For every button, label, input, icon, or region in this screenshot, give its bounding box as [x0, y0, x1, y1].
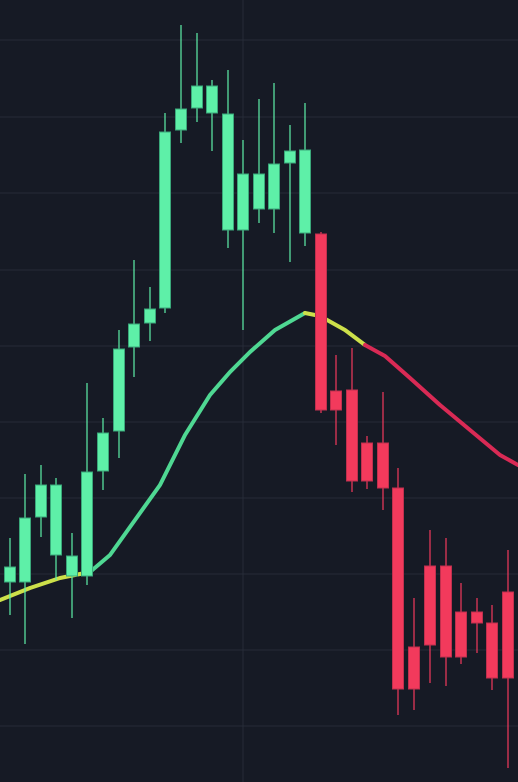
candle-body	[361, 442, 373, 482]
candle-body	[128, 323, 140, 348]
candle-body	[408, 646, 420, 690]
candle-body	[159, 131, 171, 309]
candle-body	[35, 484, 47, 518]
candle-body	[19, 517, 31, 583]
candle-body	[268, 163, 280, 210]
candle-body	[206, 85, 218, 114]
candle-body	[97, 432, 109, 472]
candle-body	[66, 555, 78, 577]
candle-body	[191, 85, 203, 109]
candle-body	[455, 611, 467, 658]
moving-average-line	[303, 311, 367, 347]
candle-body	[424, 565, 436, 646]
candle-body	[471, 611, 483, 624]
candle-body	[237, 173, 249, 231]
candle-body	[81, 471, 93, 577]
candle-body	[113, 348, 125, 432]
candle-body	[253, 173, 265, 210]
candle-body	[299, 149, 311, 234]
candle-body	[284, 150, 296, 164]
candle-body	[222, 113, 234, 231]
candle-body	[330, 390, 342, 411]
candle-body	[144, 308, 156, 324]
moving-average-line	[363, 343, 518, 467]
candle-body	[175, 108, 187, 131]
candle-body	[346, 389, 358, 482]
candle-body	[502, 591, 514, 679]
candle-body	[315, 233, 327, 411]
candle-body	[377, 442, 389, 489]
candle-body	[50, 484, 62, 556]
candle-body	[392, 487, 404, 690]
candle-body	[440, 565, 452, 658]
candle-body	[486, 622, 498, 679]
moving-average-line	[88, 311, 307, 574]
candle-body	[4, 566, 16, 583]
